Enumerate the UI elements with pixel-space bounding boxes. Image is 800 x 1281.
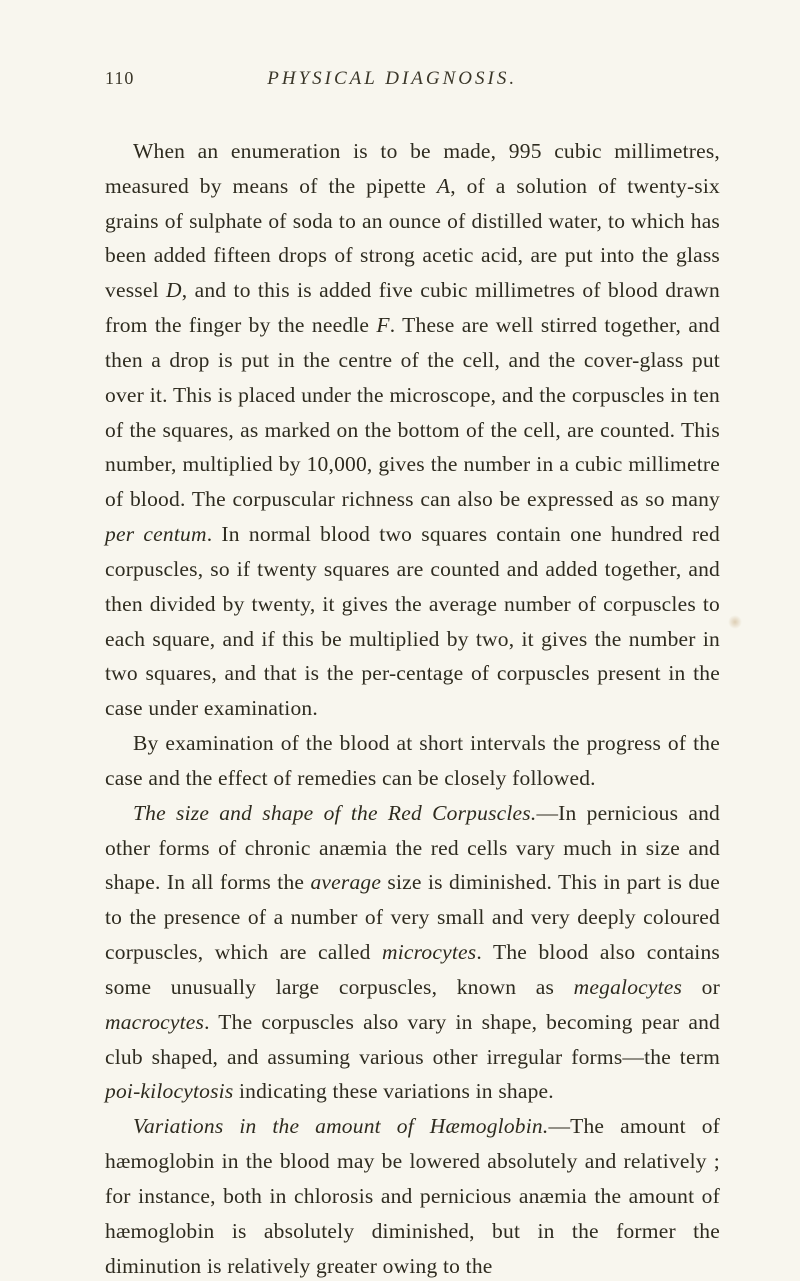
term-megalocytes: megalocytes bbox=[574, 975, 682, 999]
body-text: When an enumeration is to be made, 995 c… bbox=[105, 134, 720, 1281]
paragraph-3: The size and shape of the Red Corpuscles… bbox=[105, 796, 720, 1109]
term-microcytes: microcytes bbox=[382, 940, 476, 964]
paragraph-1: When an enumeration is to be made, 995 c… bbox=[105, 134, 720, 726]
page-header: 110 PHYSICAL DIAGNOSIS. bbox=[105, 68, 720, 90]
para-3-lead: The size and shape of the Red Corpuscles… bbox=[133, 801, 536, 825]
var-A: A bbox=[437, 174, 450, 198]
running-head: PHYSICAL DIAGNOSIS. bbox=[94, 68, 690, 90]
paragraph-2: By examination of the blood at short int… bbox=[105, 726, 720, 796]
paper-foxing-spot bbox=[728, 615, 742, 629]
para-4-lead: Variations in the amount of Hæmoglobin. bbox=[133, 1114, 548, 1138]
term-poikilocytosis: poi-kilocytosis bbox=[105, 1079, 233, 1103]
term-macrocytes: macrocytes bbox=[105, 1010, 204, 1034]
term-average: average bbox=[310, 870, 381, 894]
term-per-centum: per centum bbox=[105, 522, 207, 546]
var-F: F bbox=[376, 313, 389, 337]
var-D: D bbox=[166, 278, 182, 302]
paragraph-4: Variations in the amount of Hæmoglobin.—… bbox=[105, 1109, 720, 1281]
book-page: 110 PHYSICAL DIAGNOSIS. When an enumerat… bbox=[0, 0, 800, 1281]
